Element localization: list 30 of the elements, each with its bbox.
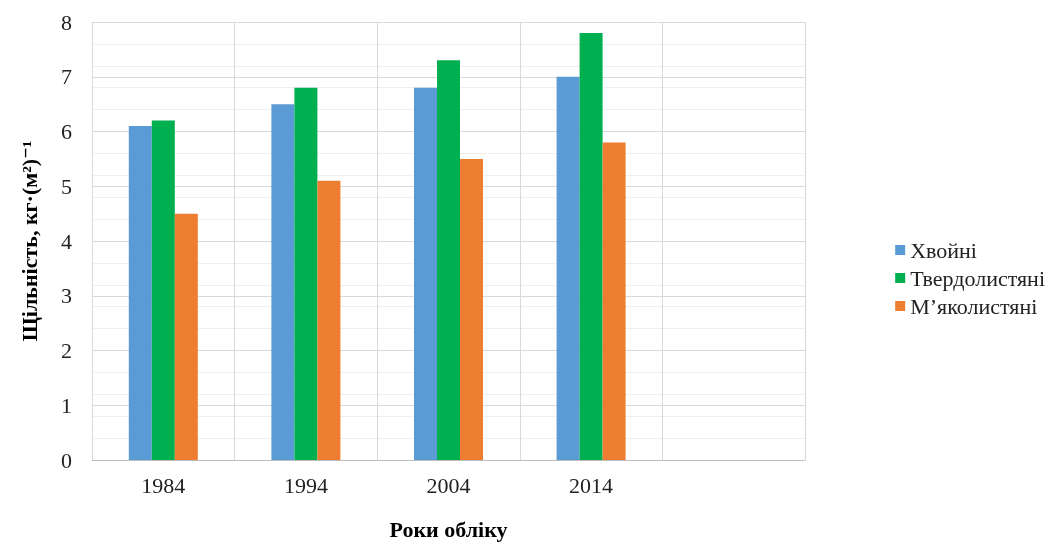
y-tick-label: 5: [61, 173, 72, 199]
x-tick-label: 2004: [426, 472, 471, 498]
bar: [128, 126, 152, 460]
bar: [602, 142, 626, 460]
y-tick-label: 4: [61, 228, 72, 254]
bar: [317, 180, 341, 460]
bar: [414, 87, 437, 460]
y-tick-label: 3: [61, 283, 72, 309]
bar: [271, 104, 295, 460]
y-tick-label: 6: [61, 119, 72, 144]
legend-label: Хвойні: [910, 237, 977, 263]
bar: [437, 60, 460, 460]
legend-label: М’яколистяні: [910, 293, 1038, 319]
bar: [460, 158, 483, 460]
x-axis-title: Роки обліку: [389, 516, 508, 542]
y-tick-label: 0: [61, 447, 72, 473]
y-axis-title: Щільність, кг·(м²)⁻¹: [16, 140, 42, 342]
x-tick-label: 1994: [283, 472, 328, 498]
bar: [294, 87, 318, 460]
y-tick-label: 8: [61, 9, 72, 35]
bar: [174, 213, 198, 460]
y-tick-label: 7: [61, 64, 72, 90]
legend-label: Твердолистяні: [910, 265, 1045, 291]
y-tick-label: 2: [61, 338, 72, 363]
bar: [579, 32, 603, 460]
x-tick-label: 2014: [569, 472, 614, 498]
x-tick-label: 1984: [141, 472, 186, 498]
bar: [151, 120, 175, 460]
bar: [556, 76, 580, 460]
y-tick-label: 1: [61, 392, 72, 418]
